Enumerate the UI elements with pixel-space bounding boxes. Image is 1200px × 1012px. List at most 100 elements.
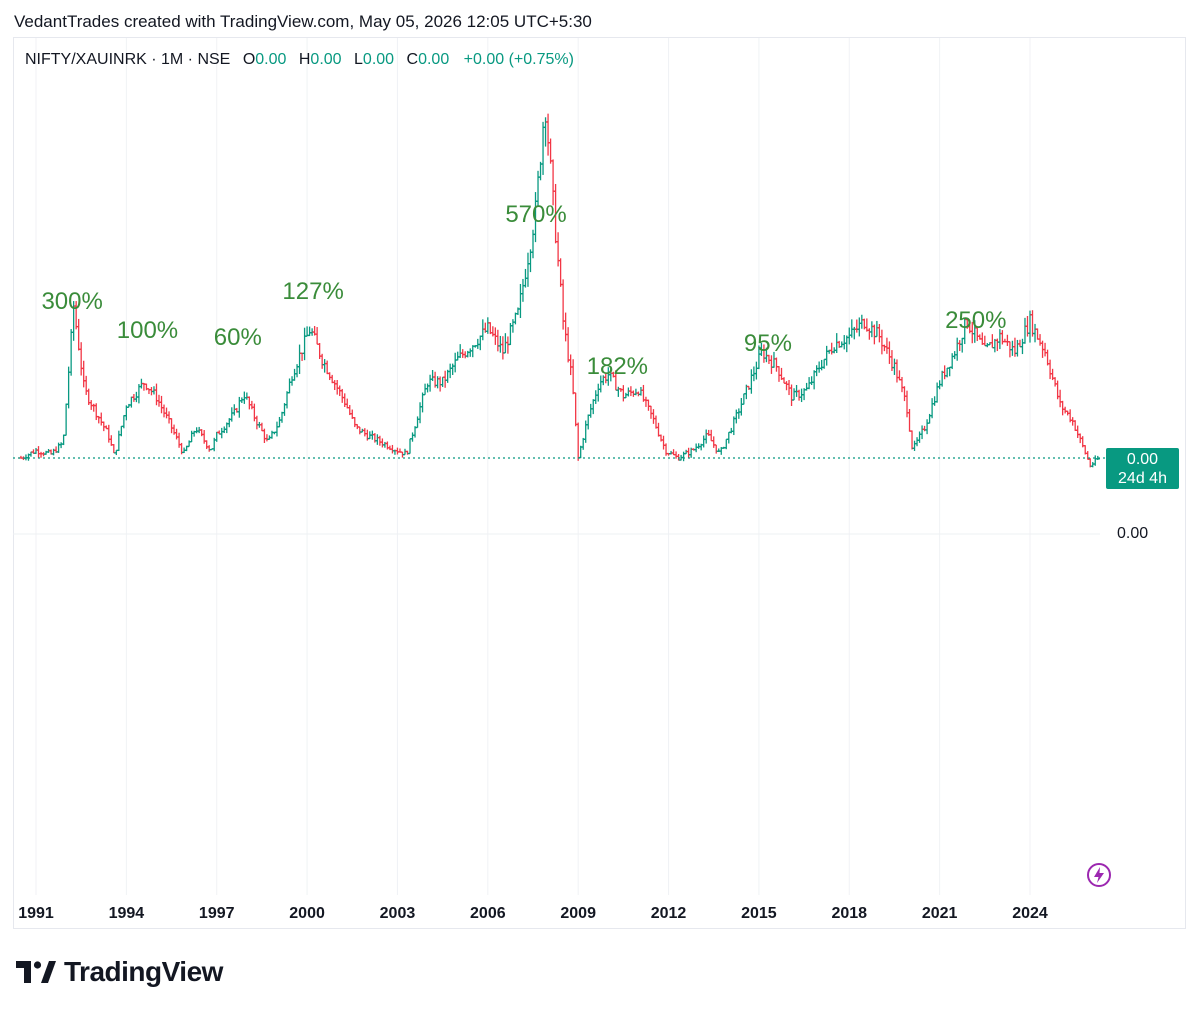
- price-bar: [435, 376, 440, 389]
- price-bar: [638, 386, 644, 396]
- price-bar: [33, 448, 39, 454]
- price-bar: [430, 370, 435, 382]
- price-bar: [382, 441, 388, 448]
- price-bar: [811, 370, 817, 390]
- symbol-legend[interactable]: NIFTY/XAUINRK · 1M · NSE O0.00 H0.00 L0.…: [25, 51, 574, 69]
- price-bar: [1022, 317, 1028, 344]
- price-bar: [661, 435, 666, 450]
- price-bar: [410, 432, 415, 442]
- x-tick-label: 2024: [1012, 905, 1048, 922]
- price-bar: [583, 420, 588, 443]
- price-bar: [1037, 334, 1043, 346]
- high-label: H: [298, 51, 311, 68]
- price-bar: [362, 428, 368, 437]
- x-tick-label: 1994: [109, 905, 145, 922]
- price-bar: [947, 366, 952, 377]
- price-bar: [1042, 342, 1048, 357]
- price-bar: [824, 345, 829, 366]
- lightning-icon[interactable]: [1086, 862, 1112, 888]
- price-bar: [563, 312, 568, 342]
- price-bar: [548, 138, 553, 164]
- price-bar: [934, 382, 940, 403]
- price-bar: [929, 398, 935, 419]
- price-bar: [575, 422, 581, 461]
- price-bar: [327, 372, 332, 381]
- tradingview-logo[interactable]: TradingView: [16, 956, 223, 987]
- price-bar: [960, 337, 965, 353]
- price-bar: [754, 361, 759, 380]
- price-bar: [99, 412, 104, 426]
- price-bar: [420, 392, 425, 413]
- price-bar: [874, 320, 880, 338]
- open-label: O: [242, 51, 256, 68]
- price-bar: [204, 440, 209, 450]
- price-bar: [375, 434, 380, 445]
- price-bar: [437, 376, 443, 392]
- price-bar: [869, 321, 875, 338]
- price-bar: [199, 429, 204, 437]
- price-bar: [568, 354, 573, 376]
- price-bar: [119, 425, 124, 437]
- price-bar: [588, 403, 593, 418]
- price-bar: [980, 332, 985, 345]
- price-bar: [701, 435, 706, 448]
- price-bar: [558, 258, 563, 287]
- price-bar: [342, 393, 347, 408]
- price-bar: [513, 312, 518, 325]
- price-bar: [189, 430, 194, 443]
- price-bar: [769, 355, 774, 374]
- x-tick-label: 2006: [470, 905, 506, 922]
- x-tick-label: 1997: [199, 905, 235, 922]
- price-bar: [626, 387, 631, 397]
- price-bar: [809, 376, 814, 386]
- price-bar: [849, 319, 854, 338]
- price-bar: [458, 344, 463, 358]
- price-bar: [784, 381, 789, 391]
- price-bar: [425, 383, 430, 393]
- price-bar: [121, 415, 127, 429]
- price-bar: [377, 435, 383, 446]
- price-bar: [819, 359, 824, 371]
- price-bar: [1032, 323, 1038, 343]
- price-bar: [345, 398, 350, 409]
- price-bar: [407, 438, 413, 455]
- price-bar: [154, 383, 159, 406]
- price-bar: [460, 349, 465, 358]
- percent-annotation: 570%: [505, 201, 566, 228]
- price-bar: [942, 365, 947, 380]
- price-bar: [1017, 339, 1023, 348]
- price-bar: [621, 385, 626, 402]
- price-bar: [76, 318, 81, 351]
- price-bar: [452, 352, 458, 373]
- price-bar: [1095, 455, 1100, 461]
- price-bar: [81, 360, 86, 388]
- price-bar: [847, 327, 852, 345]
- price-bar: [478, 335, 483, 351]
- price-bar: [390, 444, 395, 454]
- price-bar: [899, 376, 905, 393]
- price-bar: [214, 431, 219, 442]
- low-value: 0.00: [362, 51, 395, 68]
- price-bar: [287, 378, 292, 394]
- price-bar: [902, 386, 907, 402]
- close-value: 0.00: [418, 51, 450, 68]
- price-bar: [709, 429, 714, 442]
- price-bar: [545, 113, 551, 156]
- price-bar: [447, 363, 453, 379]
- price-bar: [292, 368, 297, 381]
- change-value: +0.00 (+0.75%): [463, 51, 574, 68]
- price-bar: [440, 376, 445, 388]
- price-bar: [736, 408, 742, 419]
- price-bar: [897, 370, 902, 381]
- price-bar: [1072, 420, 1078, 431]
- x-tick-label: 2018: [831, 905, 867, 922]
- price-bar: [1005, 334, 1010, 346]
- price-bar: [731, 416, 737, 436]
- price-bar: [656, 422, 661, 437]
- price-bar: [244, 392, 250, 400]
- price-bar: [570, 359, 576, 395]
- price-bars: [18, 113, 1100, 468]
- price-bar: [254, 415, 260, 430]
- price-bar: [264, 434, 270, 442]
